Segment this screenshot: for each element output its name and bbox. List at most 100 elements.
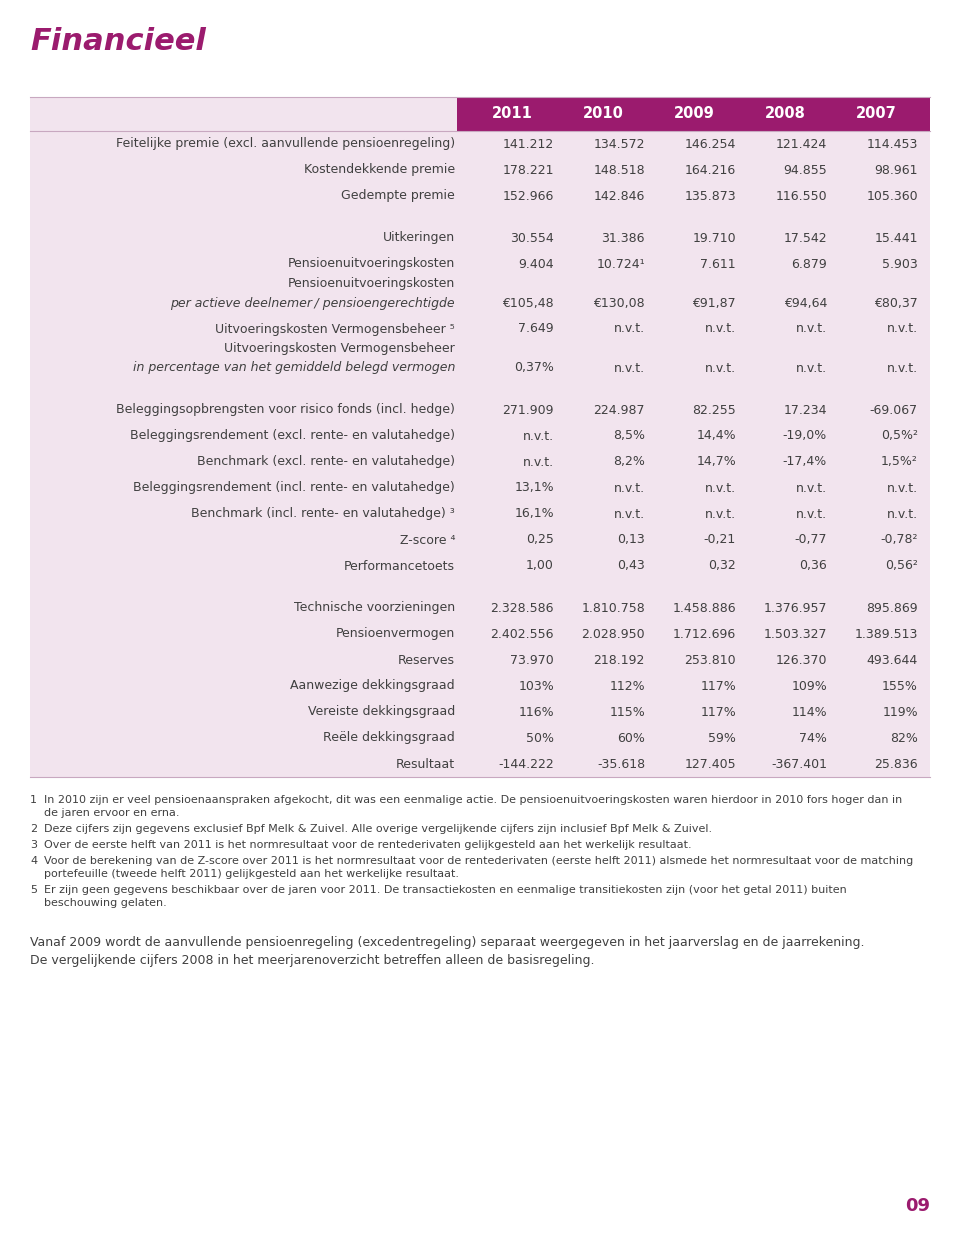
Text: €105,48: €105,48 (502, 297, 554, 309)
Text: 134.572: 134.572 (593, 137, 645, 151)
Text: 30.554: 30.554 (511, 231, 554, 245)
Text: Aanwezige dekkingsgraad: Aanwezige dekkingsgraad (290, 679, 455, 693)
Text: De vergelijkende cijfers 2008 in het meerjarenoverzicht betreffen alleen de basi: De vergelijkende cijfers 2008 in het mee… (30, 954, 594, 967)
Text: Benchmark (excl. rente- en valutahedge): Benchmark (excl. rente- en valutahedge) (197, 455, 455, 469)
Text: 218.192: 218.192 (593, 653, 645, 667)
Text: Pensioenuitvoeringskosten: Pensioenuitvoeringskosten (288, 277, 455, 289)
Text: 148.518: 148.518 (593, 163, 645, 177)
Text: 98.961: 98.961 (875, 163, 918, 177)
Text: 114%: 114% (791, 705, 827, 719)
Text: €80,37: €80,37 (875, 297, 918, 309)
Text: -0,21: -0,21 (704, 533, 736, 547)
Text: -19,0%: -19,0% (782, 429, 827, 443)
Text: 0,37%: 0,37% (515, 361, 554, 375)
Text: n.v.t.: n.v.t. (887, 361, 918, 375)
Text: 119%: 119% (882, 705, 918, 719)
Text: 103%: 103% (518, 679, 554, 693)
Text: n.v.t.: n.v.t. (796, 481, 827, 495)
Text: 1.810.758: 1.810.758 (581, 601, 645, 615)
Text: Feitelijke premie (excl. aanvullende pensioenregeling): Feitelijke premie (excl. aanvullende pen… (116, 137, 455, 151)
Text: Performancetoets: Performancetoets (344, 559, 455, 573)
Text: 73.970: 73.970 (511, 653, 554, 667)
Text: n.v.t.: n.v.t. (887, 481, 918, 495)
Text: Vereiste dekkingsgraad: Vereiste dekkingsgraad (308, 705, 455, 719)
Text: 152.966: 152.966 (503, 189, 554, 203)
Text: -0,77: -0,77 (795, 533, 827, 547)
Text: Gedempte premie: Gedempte premie (341, 189, 455, 203)
Text: 1,5%²: 1,5%² (881, 455, 918, 469)
Text: Pensioenvermogen: Pensioenvermogen (336, 627, 455, 641)
Text: Kostendekkende premie: Kostendekkende premie (304, 163, 455, 177)
Text: 9.404: 9.404 (518, 257, 554, 271)
Text: 109%: 109% (791, 679, 827, 693)
Text: 4: 4 (30, 856, 37, 866)
Text: n.v.t.: n.v.t. (705, 323, 736, 335)
Text: 116%: 116% (518, 705, 554, 719)
Text: 2009: 2009 (674, 106, 715, 121)
Text: 0,32: 0,32 (708, 559, 736, 573)
Text: Technische voorzieningen: Technische voorzieningen (294, 601, 455, 615)
Text: 105.360: 105.360 (866, 189, 918, 203)
Text: n.v.t.: n.v.t. (613, 323, 645, 335)
Text: 6.879: 6.879 (791, 257, 827, 271)
Text: 3: 3 (30, 840, 37, 850)
Text: 19.710: 19.710 (692, 231, 736, 245)
Text: 1.712.696: 1.712.696 (673, 627, 736, 641)
Text: Uitvoeringskosten Vermogensbeheer: Uitvoeringskosten Vermogensbeheer (225, 341, 455, 355)
Text: 5.903: 5.903 (882, 257, 918, 271)
Text: n.v.t.: n.v.t. (796, 323, 827, 335)
Text: -17,4%: -17,4% (782, 455, 827, 469)
Text: In 2010 zijn er veel pensioenaanspraken afgekocht, dit was een eenmalige actie. : In 2010 zijn er veel pensioenaanspraken … (44, 795, 902, 805)
Text: 14,4%: 14,4% (696, 429, 736, 443)
Text: 2.328.586: 2.328.586 (491, 601, 554, 615)
Text: n.v.t.: n.v.t. (705, 361, 736, 375)
Text: 17.542: 17.542 (783, 231, 827, 245)
Text: Beleggingsrendement (incl. rente- en valutahedge): Beleggingsrendement (incl. rente- en val… (133, 481, 455, 495)
Text: 114.453: 114.453 (867, 137, 918, 151)
Text: beschouwing gelaten.: beschouwing gelaten. (44, 898, 167, 908)
Text: Z-score ⁴: Z-score ⁴ (399, 533, 455, 547)
Text: -367.401: -367.401 (771, 757, 827, 771)
Text: n.v.t.: n.v.t. (705, 481, 736, 495)
Text: 8,2%: 8,2% (613, 455, 645, 469)
Text: 82%: 82% (890, 731, 918, 745)
Text: 164.216: 164.216 (684, 163, 736, 177)
Text: 2.028.950: 2.028.950 (582, 627, 645, 641)
Text: 1.389.513: 1.389.513 (854, 627, 918, 641)
Text: 7.649: 7.649 (518, 323, 554, 335)
Text: 74%: 74% (799, 731, 827, 745)
Text: de jaren ervoor en erna.: de jaren ervoor en erna. (44, 808, 180, 818)
Text: 112%: 112% (610, 679, 645, 693)
Text: per actieve deelnemer / pensioengerechtigde: per actieve deelnemer / pensioengerechti… (170, 297, 455, 309)
Text: 127.405: 127.405 (684, 757, 736, 771)
Text: n.v.t.: n.v.t. (705, 507, 736, 521)
Text: 493.644: 493.644 (867, 653, 918, 667)
Text: Uitkeringen: Uitkeringen (383, 231, 455, 245)
Text: 121.424: 121.424 (776, 137, 827, 151)
Text: 253.810: 253.810 (684, 653, 736, 667)
Text: Financieel: Financieel (30, 27, 205, 56)
Text: 2011: 2011 (492, 106, 533, 121)
Text: 2010: 2010 (583, 106, 624, 121)
Text: 1,00: 1,00 (526, 559, 554, 573)
Text: 09: 09 (905, 1197, 930, 1215)
Text: n.v.t.: n.v.t. (796, 507, 827, 521)
Text: 14,7%: 14,7% (696, 455, 736, 469)
Text: 8,5%: 8,5% (613, 429, 645, 443)
Text: Er zijn geen gegevens beschikbaar over de jaren voor 2011. De transactiekosten e: Er zijn geen gegevens beschikbaar over d… (44, 884, 847, 896)
Text: Pensioenuitvoeringskosten: Pensioenuitvoeringskosten (288, 257, 455, 271)
Text: 50%: 50% (526, 731, 554, 745)
Text: Vanaf 2009 wordt de aanvullende pensioenregeling (excedentregeling) separaat wee: Vanaf 2009 wordt de aanvullende pensioen… (30, 936, 865, 949)
Bar (457, 96, 930, 131)
Text: 271.909: 271.909 (502, 403, 554, 417)
Text: -144.222: -144.222 (498, 757, 554, 771)
Text: -69.067: -69.067 (870, 403, 918, 417)
Text: n.v.t.: n.v.t. (523, 455, 554, 469)
Text: 117%: 117% (700, 705, 736, 719)
Text: 1.503.327: 1.503.327 (763, 627, 827, 641)
Text: 135.873: 135.873 (684, 189, 736, 203)
Text: 1.376.957: 1.376.957 (763, 601, 827, 615)
Text: 117%: 117% (700, 679, 736, 693)
Text: 17.234: 17.234 (783, 403, 827, 417)
Text: 7.611: 7.611 (701, 257, 736, 271)
